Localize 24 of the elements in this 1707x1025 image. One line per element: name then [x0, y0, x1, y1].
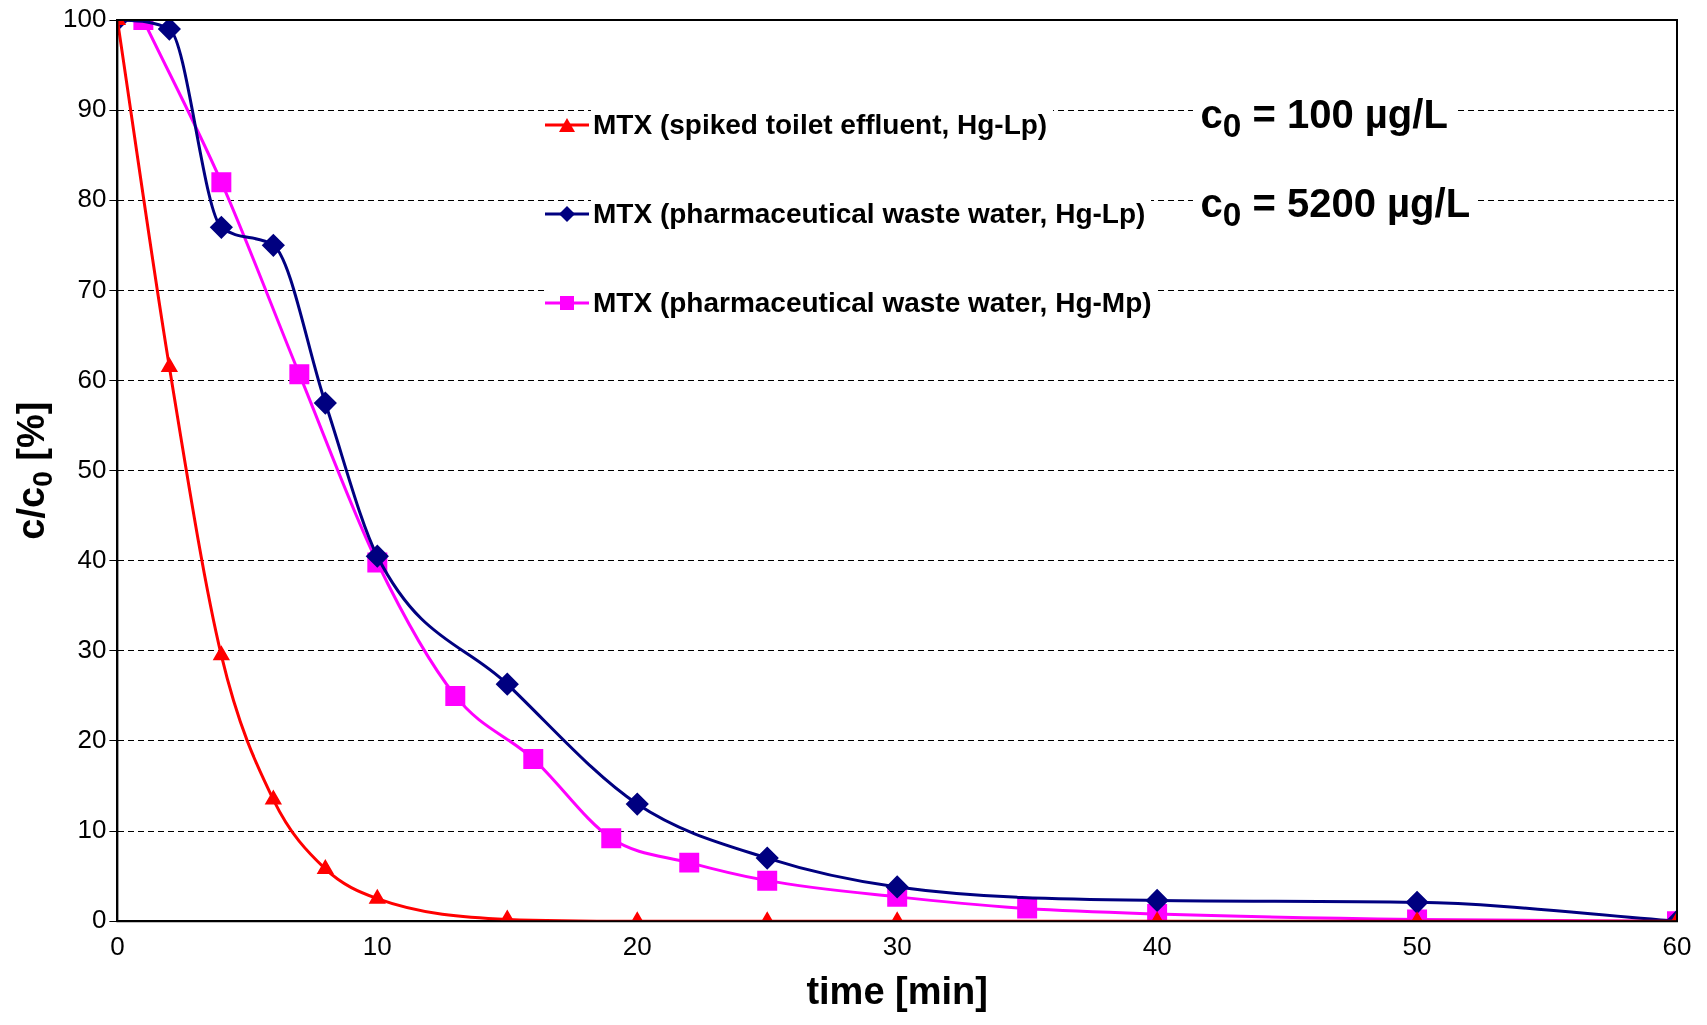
y-tick-label: 90	[77, 93, 107, 124]
y-tick-label: 20	[77, 724, 107, 755]
x-tick-label: 50	[1402, 930, 1432, 961]
x-tick-label: 60	[1662, 930, 1692, 961]
annotation: c$_{0}$ = 100 µg/L	[1192, 92, 1456, 145]
x-tick-label: 40	[1142, 930, 1172, 961]
legend-label: MTX (pharmaceutical waste water, Hg-Mp)	[591, 286, 1158, 319]
y-tick-label: 80	[77, 183, 107, 214]
legend-label: MTX (pharmaceutical waste water, Hg-Lp)	[591, 197, 1152, 230]
legend-label: MTX (spiked toilet effluent, Hg-Lp)	[591, 108, 1054, 141]
x-axis-title: time [min]	[806, 969, 988, 1012]
x-tick-label: 20	[622, 930, 652, 961]
x-tick-label: 10	[362, 930, 392, 961]
annotation: c$_{0}$ = 5200 µg/L	[1192, 181, 1479, 234]
y-tick-label: 70	[77, 273, 107, 304]
y-tick-label: 60	[77, 363, 107, 394]
y-tick-label: 10	[77, 814, 107, 845]
y-axis-title: c/c0 [%]	[10, 401, 58, 540]
y-tick-label: 0	[91, 904, 107, 935]
y-tick-label: 40	[77, 543, 107, 574]
y-tick-label: 100	[62, 3, 107, 34]
x-tick-label: 30	[882, 930, 912, 961]
y-tick-label: 30	[77, 634, 107, 665]
y-tick-label: 50	[77, 453, 107, 484]
